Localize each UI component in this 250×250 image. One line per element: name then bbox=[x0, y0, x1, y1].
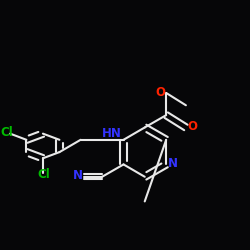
Text: HN: HN bbox=[102, 127, 122, 140]
Text: N: N bbox=[72, 169, 83, 182]
Text: N: N bbox=[168, 157, 178, 170]
Text: Cl: Cl bbox=[1, 126, 14, 139]
Text: O: O bbox=[187, 120, 197, 133]
Text: O: O bbox=[155, 86, 165, 100]
Text: Cl: Cl bbox=[38, 168, 50, 181]
